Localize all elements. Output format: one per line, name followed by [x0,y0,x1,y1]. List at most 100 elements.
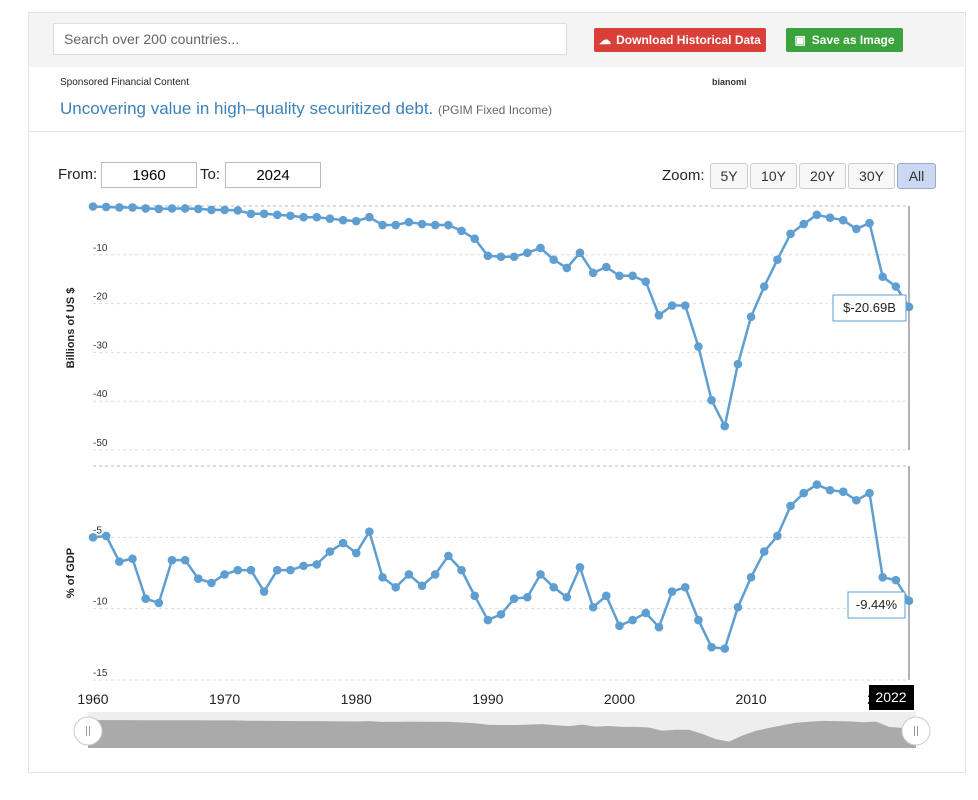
zoom-label: Zoom: [662,167,705,184]
data-point [680,582,690,592]
sponsored-label: Sponsored Financial Content [60,77,189,88]
data-point [628,271,637,281]
x-crosshair-label: 2022 [875,689,906,705]
data-point [654,311,664,320]
tooltip-label: $-20.69B [843,300,896,315]
zoom-button[interactable]: 30Y [848,163,895,189]
data-point [707,642,716,652]
data-point [865,218,874,228]
data-point [207,578,216,588]
data-point [615,271,624,281]
data-point [404,217,414,227]
y-axis-title: Billions of US $ [65,288,77,369]
data-point [733,602,743,612]
data-line [92,205,911,430]
data-point [575,248,585,258]
data-point [825,213,835,223]
data-point [88,533,98,542]
data-point [720,644,730,653]
data-point [272,210,282,220]
data-point [878,572,887,582]
from-input[interactable]: 1960 [101,162,197,188]
x-tick-label: 1960 [77,691,108,707]
search-input[interactable]: Search over 200 countries... [53,23,567,55]
navigator-handle[interactable] [73,716,103,746]
data-point [430,570,440,579]
save-button[interactable]: ▣ Save as Image [786,28,903,52]
data-point [246,565,256,575]
data-point [773,255,782,264]
image-icon: ▣ [794,33,806,47]
data-point [588,602,598,612]
data-point [549,582,558,592]
to-input[interactable]: 2024 [225,162,321,188]
data-point [799,488,809,498]
data-point [88,202,98,211]
data-point [759,282,769,291]
ad-headline[interactable]: Uncovering value in high–quality securit… [60,99,552,119]
data-point [338,538,348,548]
download-button[interactable]: ☁ Download Historical Data [594,28,766,52]
x-tick-label: 2010 [735,691,766,707]
data-point [220,205,229,215]
data-point [259,587,269,596]
data-point [759,547,769,556]
download-label: Download Historical Data [616,33,761,47]
y-tick-label: -15 [93,668,108,679]
data-point [852,495,861,505]
data-point [601,262,611,272]
data-point [838,487,848,496]
data-point [180,555,190,565]
zoom-button[interactable]: 10Y [750,163,797,189]
data-point [523,592,532,602]
data-point [496,610,506,619]
navigator-handle[interactable] [901,716,931,746]
save-label: Save as Image [811,33,895,47]
data-point [852,224,861,234]
y-tick-label: -30 [93,340,108,351]
data-point [799,219,809,229]
y-tick-label: -40 [93,389,108,400]
data-point [378,220,387,230]
data-point [167,555,177,565]
data-point [496,252,506,262]
data-point [628,615,637,625]
data-point [444,220,453,230]
data-point [299,561,308,571]
data-point [601,591,611,601]
x-tick-label: 2000 [604,691,635,707]
data-point [286,565,295,575]
zoom-button[interactable]: All [897,163,936,189]
zoom-button[interactable]: 5Y [710,163,748,189]
data-point [246,209,256,219]
y-tick-label: -50 [93,438,108,449]
data-point [457,226,466,236]
data-point [549,255,558,264]
data-point [786,501,795,511]
data-point [207,205,216,215]
zoom-button[interactable]: 20Y [799,163,846,189]
y-tick-label: -20 [93,292,108,303]
data-point [470,234,479,243]
data-point [694,342,703,351]
data-point [575,562,585,572]
data-point [641,608,651,618]
data-point [365,527,374,536]
data-point [562,592,572,602]
data-point [444,551,453,561]
data-point [154,598,164,608]
ad-brand: bianomi [712,77,747,87]
ad-headline-text[interactable]: Uncovering value in high–quality securit… [60,99,434,118]
data-point [154,204,164,214]
data-point [667,301,677,310]
data-line [92,483,911,650]
data-point [193,204,203,214]
data-point [391,220,401,230]
data-point [588,268,598,278]
data-point [167,204,177,213]
data-point [654,622,664,632]
to-label: To: [200,166,221,183]
data-point [470,591,479,601]
data-point [891,575,901,585]
